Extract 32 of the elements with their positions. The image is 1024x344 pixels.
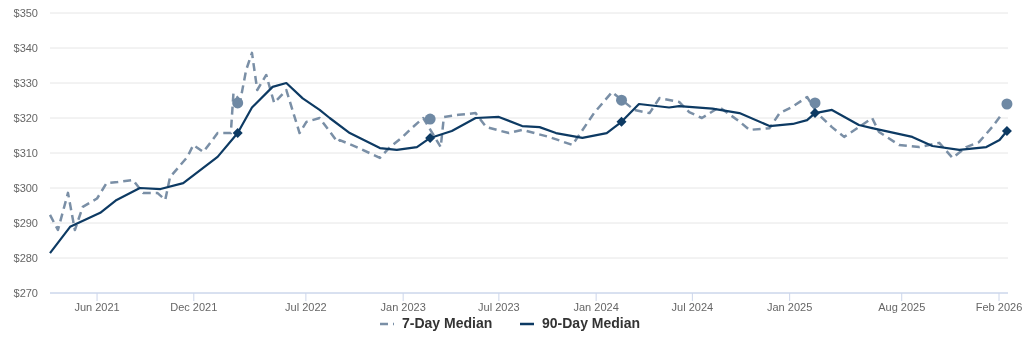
point (232, 97, 244, 109)
point (232, 128, 243, 139)
point (1001, 125, 1012, 136)
y-tick-label: $290 (13, 217, 38, 229)
y-tick-label: $270 (13, 287, 38, 299)
y-tick-label: $320 (13, 112, 38, 124)
x-tick-label: Jul 2024 (671, 301, 714, 313)
x-tick-label: Feb 2026 (975, 301, 1023, 313)
point (810, 108, 821, 119)
point (809, 97, 821, 109)
y-tick-label: $310 (13, 147, 38, 159)
legend-label: 90-Day Median (542, 315, 641, 331)
y-tick-label: $280 (13, 252, 38, 264)
y-tick-label: $340 (13, 42, 38, 54)
x-tick-label: Jun 2021 (74, 301, 120, 313)
x-tick-label: Jul 2022 (285, 301, 327, 313)
point (616, 116, 627, 127)
x-tick-label: Jul 2023 (478, 301, 520, 313)
x-tick-label: Jan 2025 (767, 301, 813, 313)
y-tick-label: $330 (13, 77, 38, 89)
y-tick-label: $350 (13, 7, 38, 19)
point (425, 132, 436, 143)
line-series (48, 51, 1004, 232)
point (424, 113, 436, 125)
y-tick-label: $300 (13, 182, 38, 194)
x-tick-label: Jan 2024 (573, 301, 619, 313)
legend-label: 7-Day Median (402, 315, 493, 331)
point (616, 94, 628, 106)
point (1001, 98, 1013, 110)
x-tick-label: Jan 2023 (380, 301, 426, 313)
x-tick-label: Aug 2025 (878, 301, 926, 313)
x-tick-label: Dec 2021 (170, 301, 218, 313)
